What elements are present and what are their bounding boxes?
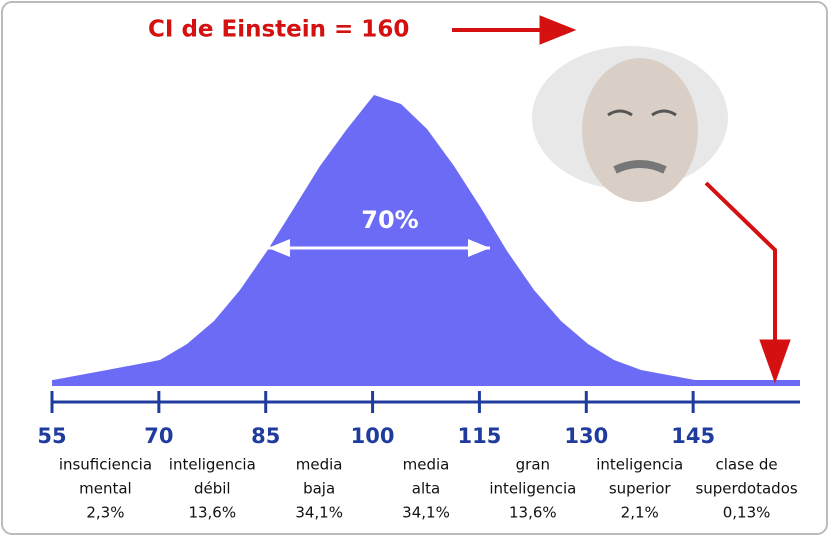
share-label: 13,6% [509,504,557,522]
x-tick-label: 85 [251,424,280,448]
moustache [613,160,667,174]
eyes [607,109,677,117]
share-label: 13,6% [188,504,236,522]
x-tick-label: 100 [351,424,395,448]
category-label: clase de [715,456,777,474]
curve-baseline [52,380,800,386]
category-label: superior [609,480,672,498]
arrowhead [268,239,290,257]
arrowhead [468,239,490,257]
annotation: 70% [361,206,418,234]
x-tick-label: 70 [144,424,173,448]
arrowhead [539,15,577,45]
category-label: media [296,456,343,474]
bell-curve [52,95,800,383]
category-label: inteligencia [596,456,683,474]
category-label: baja [303,480,335,498]
x-tick-label: 115 [458,424,502,448]
chart-title: CI de Einstein = 160 [148,17,409,43]
category-label: alta [412,480,440,498]
category-label: superdotados [695,480,797,498]
share-label: 2,1% [621,504,659,522]
share-label: 2,3% [86,504,124,522]
category-label: media [403,456,450,474]
portrait [532,46,728,202]
category-label: inteligencia [169,456,256,474]
arrowhead [759,339,791,384]
share-label: 0,13% [723,504,771,522]
category-label: gran [516,456,550,474]
pointer-line [704,181,777,345]
category-label: inteligencia [489,480,576,498]
share-label: 34,1% [402,504,450,522]
category-label: mental [79,480,132,498]
category-label: insuficiencia [59,456,152,474]
x-tick-label: 55 [37,424,66,448]
pointer [452,15,791,384]
x-tick-label: 130 [564,424,608,448]
share-label: 34,1% [295,504,343,522]
face [582,58,698,202]
x-tick-label: 145 [671,424,715,448]
category-label: débil [194,480,231,498]
